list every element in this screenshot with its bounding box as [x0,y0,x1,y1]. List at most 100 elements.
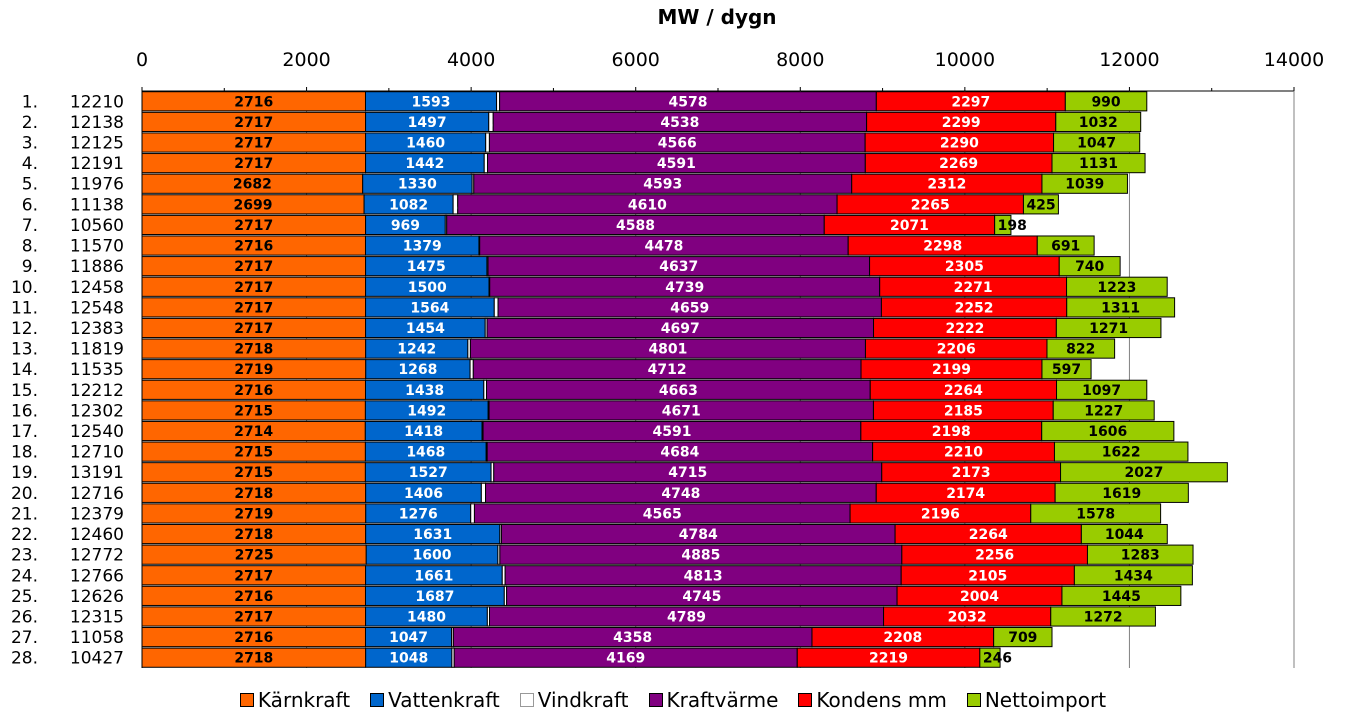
legend-swatch [648,693,663,707]
data-label: 1687 [415,589,454,605]
data-label: 2715 [234,403,273,419]
data-label: 691 [1051,239,1080,255]
category-index: 24. [11,566,38,586]
bar [1073,565,1193,586]
data-label: 1223 [1097,280,1136,296]
bar [1046,338,1116,359]
category-total: 12460 [70,525,124,545]
data-label: 990 [1091,94,1120,110]
category-index: 28. [11,649,38,669]
bar [1030,503,1162,524]
category-index: 19. [11,463,38,483]
data-label: 4591 [652,424,691,440]
data-label: 1619 [1102,486,1141,502]
legend: Kärnkraft Vattenkraft Vindkraft Kraftvärme K… [0,688,1346,712]
data-label: 1445 [1102,589,1141,605]
category-total: 12540 [70,422,124,442]
data-label: 2719 [234,506,273,522]
data-label: 1242 [397,342,436,358]
bar [979,647,1001,668]
data-label: 4578 [668,94,707,110]
category-index: 23. [11,546,38,566]
data-label: 2210 [944,445,983,461]
bar [1050,606,1156,627]
data-label: 2173 [952,465,991,481]
legend-label: Nettoimport [984,688,1107,712]
category-index: 5. [22,175,38,195]
category-total: 11535 [70,360,124,380]
category-total: 12626 [70,587,124,607]
data-label: 2716 [234,94,273,110]
bar [1056,379,1148,400]
bar [1055,317,1162,339]
data-label: 4715 [668,465,707,481]
data-label: 2718 [234,527,273,543]
legend-label: Vattenkraft [388,688,500,712]
category-total: 11570 [70,237,124,257]
category-index: 9. [22,257,38,277]
x-tick-label: 6000 [612,49,660,71]
data-label: 1047 [1077,136,1116,152]
data-label: 4663 [659,383,698,399]
data-label: 1497 [408,115,447,131]
data-label: 2196 [921,506,960,522]
data-label: 2299 [942,115,981,131]
category-total: 11819 [70,340,124,360]
bar [1022,194,1059,215]
data-label: 4588 [616,218,655,234]
data-label: 1131 [1079,156,1118,172]
data-label: 2716 [234,630,273,646]
category-index: 22. [11,525,38,545]
bar [1053,441,1189,462]
bar [1080,523,1168,545]
bar [1054,482,1189,503]
category-index: 12. [11,319,38,339]
data-label: 969 [391,218,420,234]
legend-label: Kondens mm [816,688,947,712]
category-total: 12210 [70,92,124,112]
category-index: 20. [11,484,38,504]
data-label: 2719 [234,362,273,378]
data-label: 2717 [234,300,273,316]
category-index: 6. [22,195,38,215]
data-label: 2715 [234,465,273,481]
data-label: 198 [998,218,1027,234]
legend-swatch [370,693,385,707]
data-label: 4591 [657,156,696,172]
data-label: 2219 [869,651,908,667]
category-total: 11886 [70,257,124,277]
data-label: 1578 [1076,506,1115,522]
data-label: 2206 [937,342,976,358]
data-label: 1442 [405,156,444,172]
legend-label: Kärnkraft [257,688,351,712]
data-label: 1272 [1084,609,1123,625]
data-label: 740 [1075,259,1104,275]
category-index: 17. [11,422,38,442]
x-tick-label: 0 [136,49,148,71]
data-label: 1434 [1114,568,1153,584]
x-tick-label: 4000 [447,49,495,71]
category-index: 4. [22,154,38,174]
data-label: 1047 [389,630,428,646]
data-label: 1480 [407,609,446,625]
data-label: 1527 [409,465,448,481]
category-index: 15. [11,381,38,401]
data-label: 2208 [883,630,922,646]
data-label: 1048 [389,651,428,667]
data-label: 4801 [648,342,687,358]
category-index: 18. [11,443,38,463]
legend-swatch [966,693,981,707]
category-total: 12138 [70,113,124,133]
data-label: 2027 [1124,465,1163,481]
data-label: 4813 [684,568,723,584]
data-label: 1268 [398,362,437,378]
legend-item: Kraftvärme [648,688,778,712]
data-label: 1606 [1088,424,1127,440]
data-label: 425 [1026,197,1055,213]
data-label: 2290 [940,136,979,152]
data-label: 4358 [613,630,652,646]
data-label: 4712 [648,362,687,378]
category-total: 11058 [70,628,124,648]
data-label: 4885 [681,548,720,564]
category-total: 12212 [70,381,124,401]
